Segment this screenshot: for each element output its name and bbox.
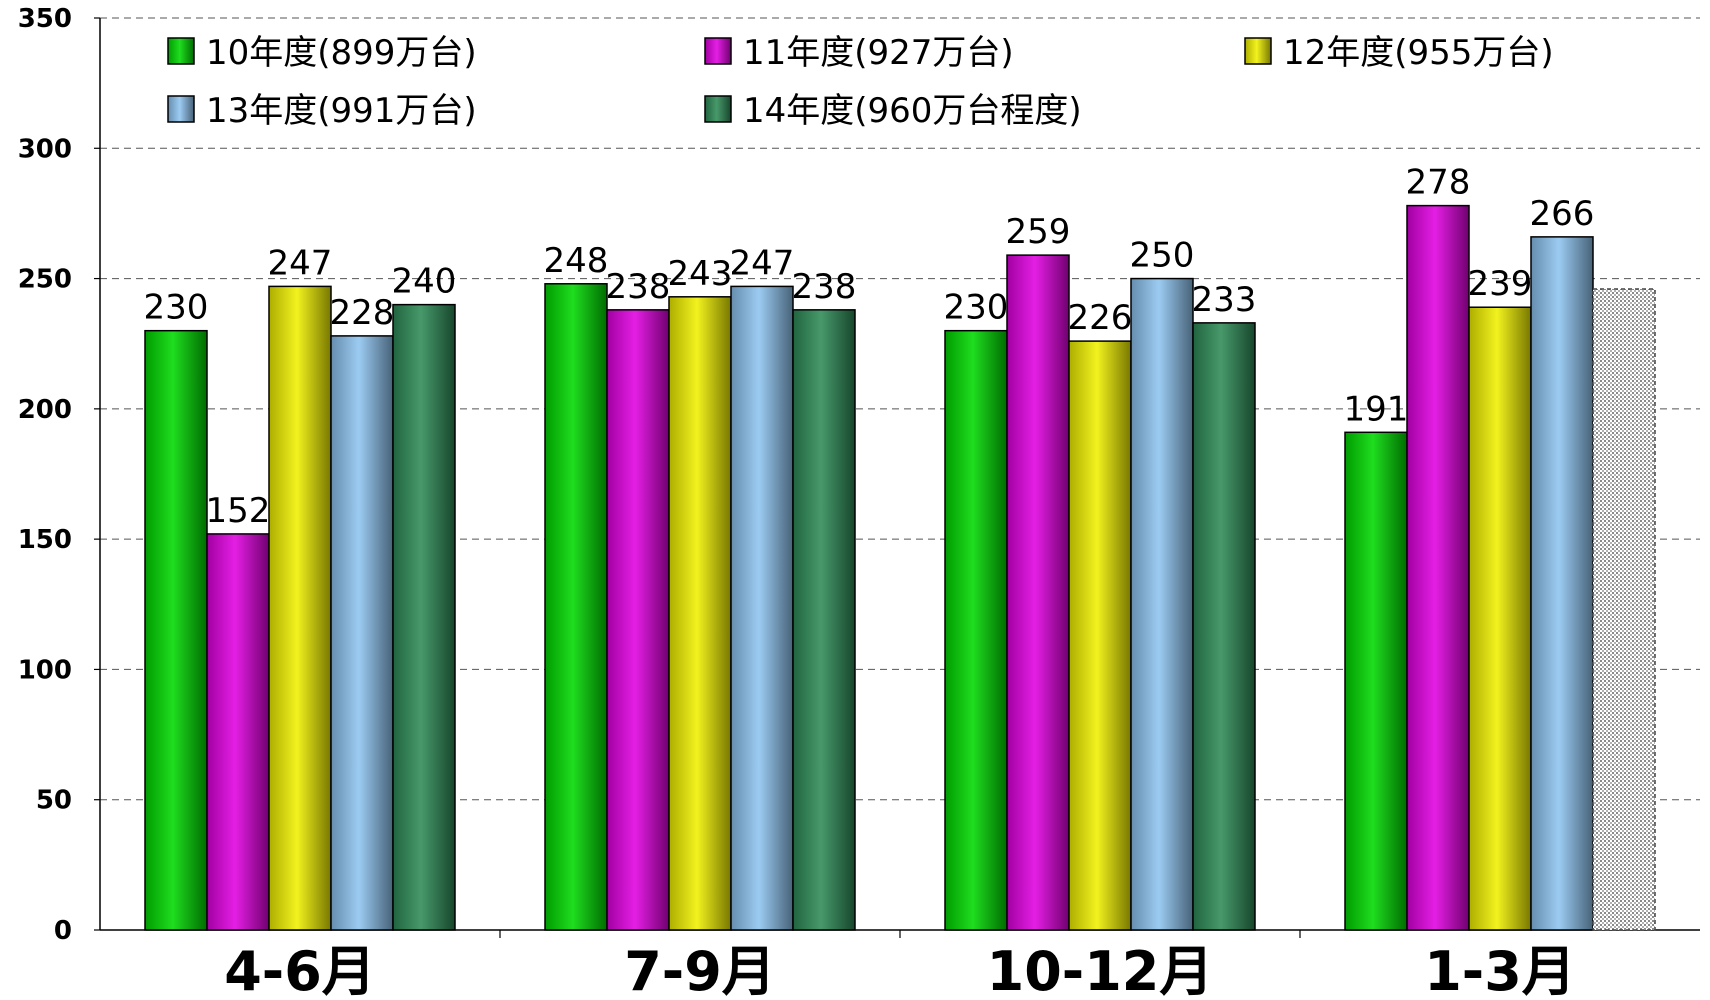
legend-swatch (1244, 37, 1272, 65)
bar (1406, 204, 1470, 931)
y-tick-label: 350 (18, 4, 72, 34)
legend-swatch (704, 37, 732, 65)
data-label: 226 (1068, 298, 1133, 338)
data-label: 233 (1192, 280, 1257, 320)
y-tick-label: 50 (36, 786, 72, 816)
data-label: 239 (1468, 264, 1533, 304)
data-label: 278 (1406, 163, 1471, 203)
legend-label: 10年度(899万台) (206, 33, 477, 73)
bars (144, 204, 1656, 931)
bar (392, 303, 456, 931)
legend: 10年度(899万台) 11年度(927万台) 12年度(955万台) 13年度(99… (167, 33, 1554, 131)
y-tick-label: 0 (54, 916, 72, 946)
data-label: 243 (668, 254, 733, 294)
bar (1344, 431, 1408, 931)
bar (944, 329, 1008, 931)
legend-label: 12年度(955万台) (1283, 33, 1554, 73)
legend-swatch (167, 95, 195, 123)
projection-bar (1592, 288, 1656, 931)
x-tick-label: 7-9月 (624, 940, 776, 1000)
bar (792, 309, 856, 931)
bar (206, 533, 270, 931)
data-labels: 2301522472282402482382432472382302592262… (144, 163, 1595, 531)
data-label: 238 (792, 267, 857, 307)
data-label: 266 (1530, 194, 1595, 234)
bar (1530, 236, 1594, 931)
bar (544, 283, 608, 931)
bar (730, 285, 794, 931)
data-label: 230 (944, 288, 1009, 328)
data-label: 152 (206, 491, 271, 531)
axes: 0 50 100 150 200 250 300 350 4-6月 7-9月 10-12月 1-3月 (18, 4, 1700, 1000)
data-label: 259 (1006, 212, 1071, 252)
y-tick-label: 200 (18, 395, 72, 425)
data-label: 238 (606, 267, 671, 307)
legend-swatch (704, 95, 732, 123)
bar (606, 309, 670, 931)
legend-label: 14年度(960万台程度) (743, 91, 1082, 131)
bar (1468, 306, 1532, 931)
data-label: 248 (544, 241, 609, 281)
legend-swatch (167, 37, 195, 65)
y-tick-label: 250 (18, 265, 72, 295)
bar (1130, 277, 1194, 931)
legend-label: 13年度(991万台) (206, 91, 477, 131)
data-label: 228 (330, 293, 395, 333)
x-tick-label: 4-6月 (224, 940, 376, 1000)
data-label: 240 (392, 262, 457, 302)
bar (144, 329, 208, 931)
bar (668, 296, 732, 931)
bar (268, 285, 332, 931)
data-label: 247 (268, 243, 333, 283)
bar (1068, 340, 1132, 931)
bar (1006, 254, 1070, 931)
legend-label: 11年度(927万台) (743, 33, 1014, 73)
data-label: 191 (1344, 389, 1409, 429)
data-label: 250 (1130, 236, 1195, 276)
x-tick-label: 10-12月 (987, 940, 1214, 1000)
y-tick-label: 150 (18, 525, 72, 555)
bar (1192, 322, 1256, 931)
data-label: 230 (144, 288, 209, 328)
y-tick-label: 100 (18, 655, 72, 685)
bar (330, 335, 394, 931)
y-tick-label: 300 (18, 134, 72, 164)
x-tick-label: 1-3月 (1424, 940, 1576, 1000)
data-label: 247 (730, 243, 795, 283)
